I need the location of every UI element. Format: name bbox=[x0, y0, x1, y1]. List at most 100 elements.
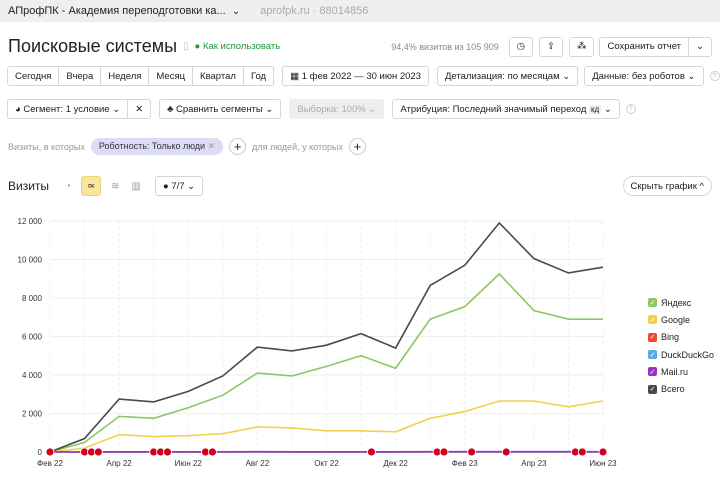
data-filter-dropdown[interactable]: Данные: без роботов ⌄ bbox=[584, 66, 704, 86]
detail-label: Детализация: по месяцам bbox=[444, 70, 560, 82]
page-title: Поисковые системы bbox=[8, 36, 178, 56]
series-line-total bbox=[49, 221, 604, 453]
people-filter-label: для людей, у которых bbox=[252, 141, 343, 152]
legend-label: Mail.ru bbox=[661, 366, 689, 377]
series-dropdown[interactable]: ● 7/7 ⌄ bbox=[154, 176, 204, 196]
y-tick-label: 0 bbox=[38, 448, 43, 457]
legend-item-google[interactable]: ✓ Google bbox=[648, 311, 714, 328]
close-icon[interactable]: ✕ bbox=[207, 141, 216, 151]
event-marker bbox=[467, 447, 477, 457]
filter-chip[interactable]: Роботность: Только люди ✕ bbox=[90, 138, 224, 155]
x-tick-label: Фев 22 bbox=[37, 459, 63, 468]
compare-label: Сравнить сегменты bbox=[176, 103, 263, 115]
save-report-button[interactable]: Сохранить отчет bbox=[599, 36, 690, 57]
x-tick-label: Авг 22 bbox=[246, 459, 270, 468]
date-range-label: 1 фев 2022 — 30 июн 2023 bbox=[301, 70, 421, 82]
checkbox-icon[interactable]: ✓ bbox=[648, 367, 657, 377]
series-line-yandex bbox=[49, 272, 603, 453]
detail-dropdown[interactable]: Детализация: по месяцам ⌄ bbox=[436, 66, 579, 86]
date-range-button[interactable]: ▦ 1 фев 2022 — 30 июн 2023 bbox=[282, 66, 429, 86]
period-year[interactable]: Год bbox=[242, 66, 275, 86]
period-tabs: Сегодня Вчера Неделя Месяц Квартал Год bbox=[7, 66, 275, 86]
export-icon[interactable]: ⇪ bbox=[539, 36, 563, 57]
add-people-filter-button[interactable]: + bbox=[348, 138, 366, 155]
area-chart-icon[interactable]: ≋ bbox=[111, 180, 120, 192]
segment-dropdown[interactable]: ◕ Сегмент: 1 условие ⌄ bbox=[7, 99, 129, 119]
checkbox-icon[interactable]: ✓ bbox=[648, 350, 657, 360]
pie-chart-icon[interactable]: ◔ bbox=[65, 180, 72, 192]
event-marker bbox=[367, 447, 376, 457]
api-icon[interactable]: ⁂ bbox=[568, 36, 595, 57]
sample-dropdown[interactable]: Выборка: 100% ⌄ bbox=[289, 99, 385, 119]
bookmark-icon[interactable]: ▯ bbox=[183, 41, 189, 52]
legend-item-bing[interactable]: ✓ Bing bbox=[648, 329, 714, 346]
x-tick-label: Июн 22 bbox=[175, 459, 203, 468]
add-filter-button[interactable]: + bbox=[229, 138, 247, 155]
period-week[interactable]: Неделя bbox=[100, 66, 150, 86]
hide-chart-button[interactable]: Скрыть график ^ bbox=[622, 176, 712, 196]
checkbox-icon[interactable]: ✓ bbox=[648, 384, 657, 394]
attribution-badge: кд bbox=[589, 104, 602, 114]
checkbox-icon[interactable]: ✓ bbox=[648, 332, 657, 342]
attribution-dropdown[interactable]: Атрибуция: Последний значимый переход кд… bbox=[392, 99, 620, 119]
legend-label: Bing bbox=[661, 332, 680, 343]
event-marker bbox=[93, 447, 103, 457]
bar-chart-icon[interactable]: ▥ bbox=[131, 180, 141, 192]
how-to-label: Как использовать bbox=[202, 41, 281, 52]
chart-toolbar: Визиты ◔ ≃ ≋ ▥ ● 7/7 ⌄ Скрыть график ^ bbox=[8, 176, 712, 196]
site-selector[interactable]: АПрофПК - Академия переподготовки ка... bbox=[8, 5, 226, 17]
y-tick-label: 12 000 bbox=[18, 217, 43, 226]
how-to-link[interactable]: ● Как использовать bbox=[194, 41, 281, 52]
x-tick-label: Июн 23 bbox=[589, 459, 617, 468]
hide-chart-label: Скрыть график bbox=[630, 180, 697, 192]
visits-line-chart: 0 2 000 4 000 6 000 8 000 10 000 12 000 Фев 22 А… bbox=[18, 217, 618, 468]
attribution-label: Атрибуция: Последний значимый переход bbox=[400, 103, 587, 115]
data-filter-label: Данные: без роботов bbox=[592, 70, 685, 82]
segment-label: Сегмент: 1 условие bbox=[23, 103, 110, 115]
legend-item-mailru[interactable]: ✓ Mail.ru bbox=[648, 363, 714, 380]
x-tick-label: Апр 22 bbox=[107, 459, 133, 468]
event-marker bbox=[439, 447, 449, 457]
checkbox-icon[interactable]: ✓ bbox=[648, 298, 657, 308]
series-line-google bbox=[49, 400, 604, 453]
legend-item-yandex[interactable]: ✓ Яндекс bbox=[648, 294, 714, 311]
comment-icon: ● bbox=[162, 180, 172, 192]
x-tick-label: Дек 22 bbox=[383, 459, 408, 468]
line-chart-icon[interactable]: ≃ bbox=[81, 176, 102, 196]
segment-clear-button[interactable]: ✕ bbox=[127, 99, 152, 119]
event-marker bbox=[501, 447, 511, 457]
legend-label: Яндекс bbox=[661, 297, 692, 308]
compare-segments-dropdown[interactable]: ♣ Сравнить сегменты ⌄ bbox=[159, 99, 282, 119]
event-marker bbox=[577, 447, 587, 457]
period-today[interactable]: Сегодня bbox=[7, 66, 60, 86]
legend-item-duckduckgo[interactable]: ✓ DuckDuckGo bbox=[648, 346, 714, 363]
event-marker bbox=[45, 447, 55, 457]
series-count: 7/7 bbox=[171, 180, 185, 192]
visits-share: 94,4% визитов из 105 909 bbox=[391, 41, 499, 52]
save-options-button[interactable]: ⌄ bbox=[688, 36, 712, 57]
x-tick-label: Окт 22 bbox=[314, 459, 339, 468]
calendar-icon: ▦ bbox=[290, 70, 302, 82]
chevron-down-icon[interactable]: ⌄ bbox=[231, 5, 241, 17]
event-marker bbox=[208, 447, 217, 457]
y-tick-label: 10 000 bbox=[18, 256, 43, 265]
help-icon[interactable]: ? bbox=[625, 104, 636, 114]
chart-legend: ✓ Яндекс ✓ Google ✓ Bing ✓ DuckDuckGo ✓ Mail.ru ✓ В… bbox=[648, 294, 714, 398]
x-tick-label: Апр 23 bbox=[521, 459, 547, 468]
sample-label: Выборка: 100% bbox=[297, 103, 366, 115]
period-quarter[interactable]: Квартал bbox=[192, 66, 244, 86]
period-row: Сегодня Вчера Неделя Месяц Квартал Год ▦… bbox=[7, 66, 720, 86]
period-yesterday[interactable]: Вчера bbox=[58, 66, 102, 86]
history-icon[interactable]: ◷ bbox=[508, 36, 534, 57]
filter-row: Визиты, в которых Роботность: Только люд… bbox=[8, 138, 372, 155]
legend-item-total[interactable]: ✓ Всего bbox=[648, 380, 714, 397]
y-tick-label: 4 000 bbox=[22, 371, 43, 380]
top-bar: АПрофПК - Академия переподготовки ка... ⌄… bbox=[0, 0, 720, 22]
site-domain: aprofpk.ru · 88014856 bbox=[260, 5, 369, 17]
compare-icon: ♣ bbox=[167, 103, 177, 115]
help-icon[interactable]: ? bbox=[709, 71, 720, 81]
checkbox-icon[interactable]: ✓ bbox=[648, 315, 657, 325]
legend-label: DuckDuckGo bbox=[661, 349, 715, 360]
period-month[interactable]: Месяц bbox=[148, 66, 194, 86]
legend-label: Google bbox=[661, 314, 691, 325]
